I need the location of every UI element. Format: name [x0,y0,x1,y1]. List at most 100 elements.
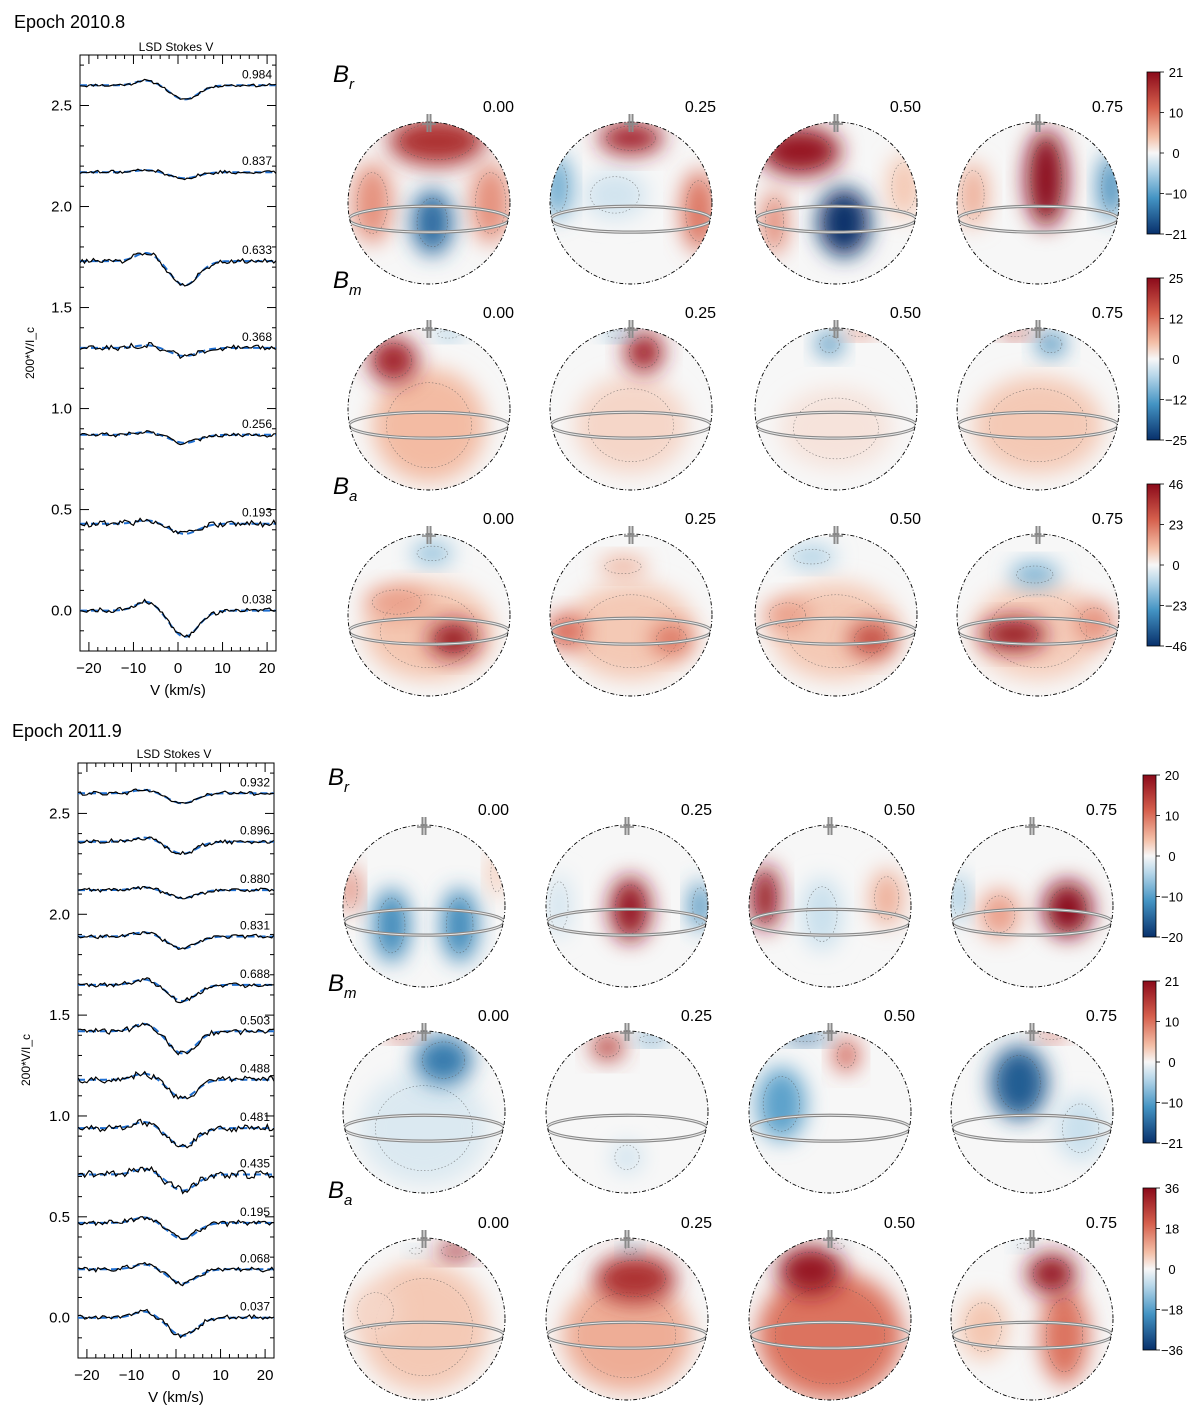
profile-phase-label: 0.195 [240,1205,270,1219]
field-contour [421,1041,466,1079]
field-spot [364,585,429,619]
observed-profile-line [77,931,275,950]
colorbar-tick-label: −18 [1161,1303,1183,1318]
profile-phase-label: 0.368 [242,330,272,344]
profile-phase-label: 0.435 [240,1156,270,1170]
profile-y-tick-labels: 0.0 0.5 1.0 1.5 2.0 2.5 [49,805,70,1326]
field-contour [629,336,659,368]
map-field-fill [951,1031,1113,1193]
colorbar: 46 23 0 −23 −46 [1146,477,1187,654]
colorbar-tick-label: 10 [1165,809,1179,824]
map-field-fill [749,1031,911,1193]
observed-profile-line [77,1118,275,1149]
field-contour [1032,1258,1070,1290]
profile-phase-label: 0.831 [240,918,270,932]
stellar-surface-map: 0.00 [347,99,514,285]
stellar-surface-map: 0.00 [347,305,514,491]
field-spot [870,869,903,927]
observed-profile-line [79,168,277,181]
profile-phase-label: 0.503 [240,1013,270,1027]
map-field-fill [343,1238,505,1400]
field-contour [375,1085,473,1172]
field-spot [441,888,478,962]
rotation-phase-label: 0.00 [478,1008,509,1025]
epoch-2010-8-block: Epoch 2010.8 LSD Stokes V 0.984 0.837 0.63… [14,12,1187,699]
x-tick-label: −20 [74,1367,99,1384]
rotation-phase-label: 0.00 [483,305,514,322]
stellar-surface-map: 0.00 [342,802,509,988]
stellar-limb [956,121,1120,285]
rotation-phase-label: 0.00 [478,802,509,819]
field-spot [759,126,841,176]
observed-profile-line [79,598,277,639]
stellar-surface-map: 0.75 [950,802,1117,988]
rotation-phase-label: 0.75 [1086,802,1117,819]
field-spot [763,598,812,632]
field-spot [550,154,571,220]
map-field-fill [348,328,510,490]
profile-phase-label: 0.256 [242,417,272,431]
profile-panel-title: LSD Stokes V [139,40,214,54]
profile-curves: 0.984 0.837 0.633 0.368 0.256 0.193 0.038 [79,67,277,639]
colorbar-tick-label: 21 [1165,974,1179,989]
rotation-phase-label: 0.75 [1086,1008,1117,1025]
field-contour [550,617,582,645]
component-symbol: B [333,473,349,500]
y-tick-label: 0.5 [51,502,72,519]
stellar-surface-map: 0.75 [956,305,1123,491]
field-spot [546,873,572,939]
profile-ticks [79,55,277,652]
profile-panel-2011-9: LSD Stokes V 0.9320.8960.8800.8310.6880.… [19,747,275,1406]
model-profile-line [78,836,274,855]
field-contour [372,589,422,615]
field-contour [595,1037,621,1058]
colorbar-tick-label: −10 [1161,1096,1183,1111]
stellar-limb [347,327,511,491]
x-tick-label: −10 [119,1367,144,1384]
field-spot [690,881,708,931]
colorbar-tick-label: 20 [1165,768,1179,783]
magnetic-maps-2010-8: Br 0.00 0.25 0.50 0.75 21 10 0 −10 −21 Bm 0.00 0.25 0… [333,61,1187,697]
field-spot [1036,332,1066,356]
stellar-surface-map: 0.50 [754,305,921,491]
field-contour [692,887,708,925]
x-tick-label: 10 [214,660,231,677]
profile-phase-label: 0.984 [242,67,272,81]
field-contour [437,330,460,339]
rotation-phase-label: 0.50 [890,305,921,322]
colorbar-tick-label: 10 [1169,106,1183,121]
rotation-phase-label: 0.50 [884,1215,915,1232]
colorbar-tick-label: 0 [1168,1262,1175,1277]
field-spot [598,556,648,577]
rotation-phase-label: 0.50 [884,1008,915,1025]
observed-profile-line [79,78,277,100]
component-subscript: r [344,779,350,796]
field-contour [793,397,879,460]
field-contour [824,196,864,249]
stellar-limb [748,1030,912,1194]
field-contour [356,1292,394,1330]
field-contour [623,1247,637,1255]
stellar-limb [748,1237,912,1401]
field-spot [787,546,836,567]
colorbar-tick-label: −10 [1165,187,1187,202]
field-spot [816,332,843,356]
profile-panel-2010-8: LSD Stokes V 0.9840.8370.6330.3680.2560.… [23,40,277,699]
rotation-phase-label: 0.25 [681,1215,712,1232]
map-field-fill [546,1031,708,1193]
component-subscript: a [349,488,357,505]
map-field-fill [550,328,712,490]
colorbar-tick-label: 36 [1165,1181,1179,1196]
stellar-limb [545,1030,709,1194]
profile-phase-label: 0.037 [240,1300,270,1314]
stellar-surface-map: 0.75 [950,1008,1117,1194]
observed-profile-line [77,1165,275,1195]
field-contour [836,1042,856,1068]
colorbar-tick-label: −23 [1165,599,1187,614]
colorbar-tick-label: −21 [1165,227,1187,242]
field-contour [409,1247,423,1255]
field-spot [369,337,418,384]
field-spot [372,368,486,482]
stellar-surface-map: 0.00 [342,1215,509,1401]
